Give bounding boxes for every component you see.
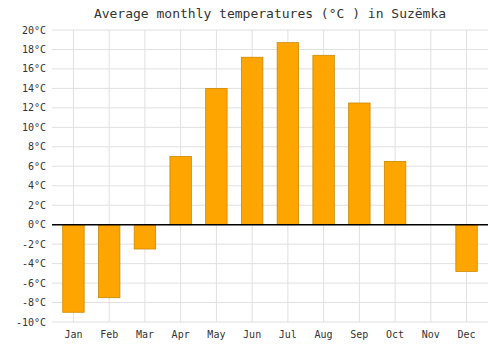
- y-tick-label: -8°C: [22, 297, 46, 308]
- x-tick-label: Jul: [279, 329, 297, 340]
- bar: [63, 225, 84, 313]
- chart: Average monthly temperatures (°C ) in Su…: [0, 0, 500, 350]
- bar: [349, 103, 370, 225]
- bar: [241, 57, 262, 224]
- x-tick-label: Jan: [64, 329, 82, 340]
- y-tick-label: 18°C: [22, 44, 46, 55]
- bar: [313, 55, 334, 224]
- y-tick-label: 14°C: [22, 83, 46, 94]
- y-grid-line: [52, 166, 488, 167]
- bars: [63, 43, 478, 313]
- x-tick-label: Mar: [136, 329, 154, 340]
- y-tick-label: -10°C: [16, 317, 46, 328]
- bar: [206, 88, 227, 224]
- y-tick-label: -4°C: [22, 258, 46, 269]
- zero-line: [52, 224, 488, 226]
- y-grid-line: [52, 30, 488, 31]
- x-grid-line: [466, 30, 467, 322]
- y-tick-label: 12°C: [22, 102, 46, 113]
- y-grid-line: [52, 107, 488, 108]
- y-tick-label: 10°C: [22, 122, 46, 133]
- x-tick-label: Oct: [386, 329, 404, 340]
- y-grid-line: [52, 68, 488, 69]
- y-tick-label: 4°C: [28, 180, 46, 191]
- grid: [52, 30, 488, 322]
- y-tick-label: 6°C: [28, 161, 46, 172]
- x-tick-label: Nov: [422, 329, 440, 340]
- y-grid-line: [52, 49, 488, 50]
- bar: [384, 161, 405, 224]
- x-tick-label: Jun: [243, 329, 261, 340]
- x-tick-label: May: [207, 329, 225, 340]
- x-tick-label: Aug: [315, 329, 333, 340]
- bar: [277, 43, 298, 225]
- x-grid-line: [430, 30, 431, 322]
- x-grid-line: [144, 30, 145, 322]
- y-tick-label: 2°C: [28, 200, 46, 211]
- bar: [98, 225, 119, 298]
- y-tick-label: 20°C: [22, 25, 46, 36]
- y-tick-label: 0°C: [28, 219, 46, 230]
- y-tick-label: 8°C: [28, 141, 46, 152]
- bar: [134, 225, 155, 249]
- x-tick-label: Sep: [350, 329, 368, 340]
- axes: -10°C -8°C -6°C -4°C -2°C 0°C 2°C 4°C 6°C 8°C 10°C…: [16, 25, 476, 341]
- x-tick-label: Feb: [100, 329, 118, 340]
- y-grid-line: [52, 302, 488, 303]
- y-tick-label: -6°C: [22, 278, 46, 289]
- y-grid-line: [52, 146, 488, 147]
- title: Average monthly temperatures (°C ) in Su…: [94, 6, 446, 21]
- x-tick-label: Apr: [172, 329, 190, 340]
- y-grid-line: [52, 205, 488, 206]
- y-tick-label: 16°C: [22, 63, 46, 74]
- bar: [170, 157, 191, 225]
- y-grid-line: [52, 127, 488, 128]
- y-grid-line: [52, 322, 488, 323]
- y-grid-line: [52, 224, 488, 225]
- bar: [456, 225, 477, 272]
- y-grid-line: [52, 185, 488, 186]
- y-grid-line: [52, 88, 488, 89]
- x-tick-label: Dec: [458, 329, 476, 340]
- y-tick-label: -2°C: [22, 239, 46, 250]
